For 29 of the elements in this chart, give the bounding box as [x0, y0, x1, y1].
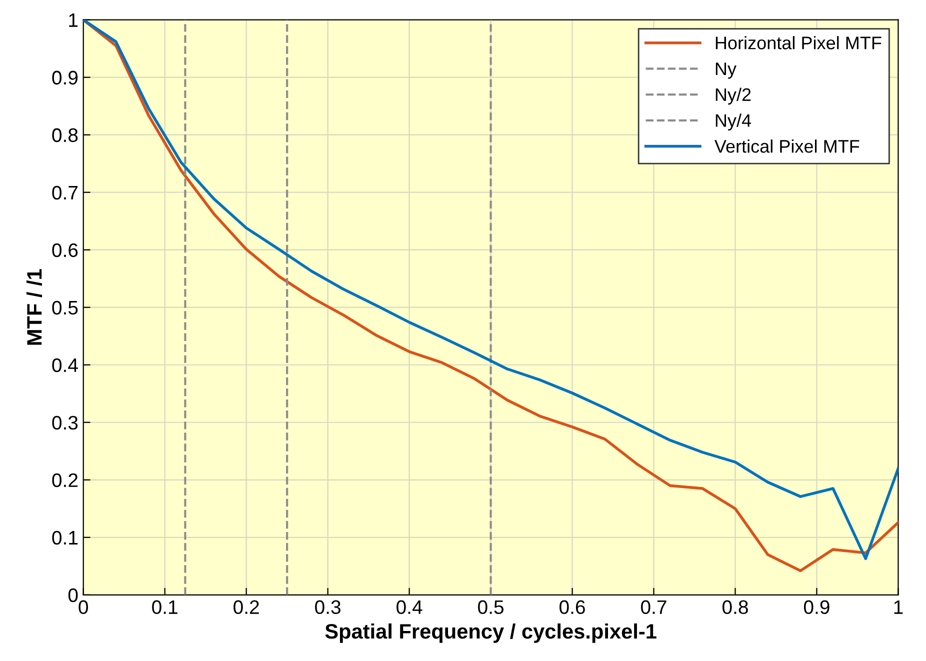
x-axis-title: Spatial Frequency / cycles.pixel-1 [325, 623, 656, 643]
x-tick-label: 0.8 [722, 600, 748, 614]
x-tick-label: 0.7 [641, 600, 666, 614]
x-tick-label: 0.2 [234, 600, 259, 614]
y-tick-label: 0 [68, 588, 78, 602]
y-tick-label: 0.1 [52, 530, 78, 545]
x-tick-label: 0.6 [560, 600, 585, 614]
x-tick-label: 0.3 [315, 600, 340, 614]
y-tick-label: 0.4 [52, 358, 78, 372]
y-tick-label: 0.5 [52, 300, 78, 315]
y-tick-label: 0.3 [52, 416, 78, 430]
y-axis-title: MTF / /1 [26, 269, 42, 345]
legend-label: Vertical Pixel MTF [714, 140, 860, 153]
x-tick-label: 0 [78, 600, 88, 614]
x-tick-label: 0.9 [804, 600, 830, 614]
x-tick-label: 0.5 [478, 600, 504, 614]
y-tick-label: 0.2 [52, 473, 78, 488]
legend-label: Horizontal Pixel MTF [716, 36, 882, 50]
y-tick-label: 1 [69, 14, 78, 27]
y-tick-label: 0.7 [52, 186, 78, 200]
legend-label: Ny/2 [716, 88, 751, 105]
x-tick-label: 0.1 [152, 600, 178, 614]
x-tick-label: 1 [894, 600, 903, 614]
y-tick-label: 0.9 [52, 70, 78, 85]
legend-label: Ny [716, 62, 736, 79]
y-tick-label: 0.8 [52, 128, 78, 142]
x-tick-label: 0.4 [396, 600, 422, 614]
legend-label: Ny/4 [716, 114, 752, 130]
y-tick-label: 0.6 [52, 243, 78, 258]
